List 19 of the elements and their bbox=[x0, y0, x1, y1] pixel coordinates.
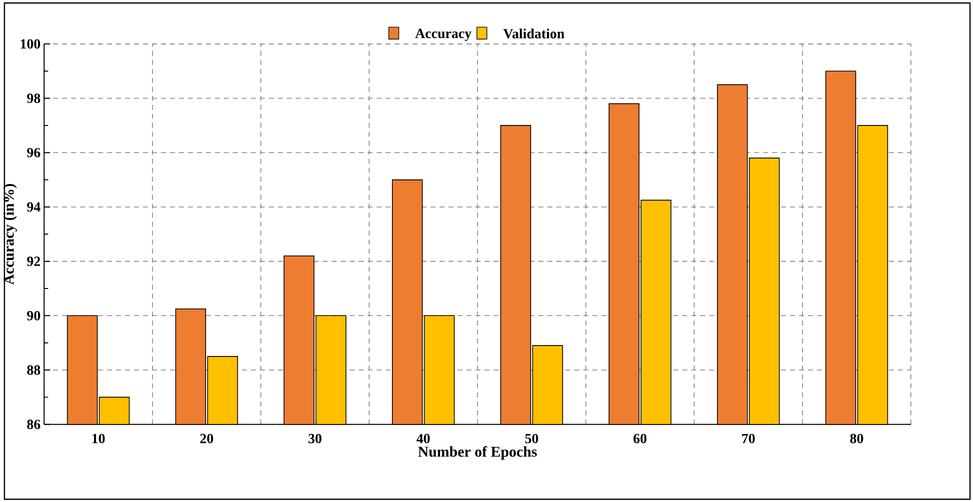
x-tick-label: 20 bbox=[200, 434, 214, 444]
y-tick-label: 86 bbox=[27, 420, 40, 429]
x-tick-label: 60 bbox=[634, 434, 646, 444]
x-tick-label: 50 bbox=[525, 434, 538, 444]
y-tick-label: 90 bbox=[27, 310, 40, 320]
legend-label: Validation bbox=[503, 28, 564, 38]
y-tick-label: 96 bbox=[27, 148, 40, 158]
x-tick-label: 80 bbox=[850, 434, 864, 444]
x-tick-label: 10 bbox=[92, 434, 105, 444]
x-axis-title: Number of Epochs bbox=[418, 446, 537, 460]
x-tick-label: 40 bbox=[416, 434, 430, 444]
y-tick-label: 88 bbox=[27, 365, 40, 375]
x-tick-label: 30 bbox=[308, 434, 322, 444]
x-tick-label: 70 bbox=[742, 434, 755, 444]
y-tick-label: 100 bbox=[20, 39, 40, 48]
y-tick-label: 98 bbox=[27, 93, 40, 103]
y-tick-label: 94 bbox=[27, 202, 40, 212]
y-tick-label: 92 bbox=[27, 256, 40, 266]
legend-label: Accuracy bbox=[415, 28, 472, 41]
